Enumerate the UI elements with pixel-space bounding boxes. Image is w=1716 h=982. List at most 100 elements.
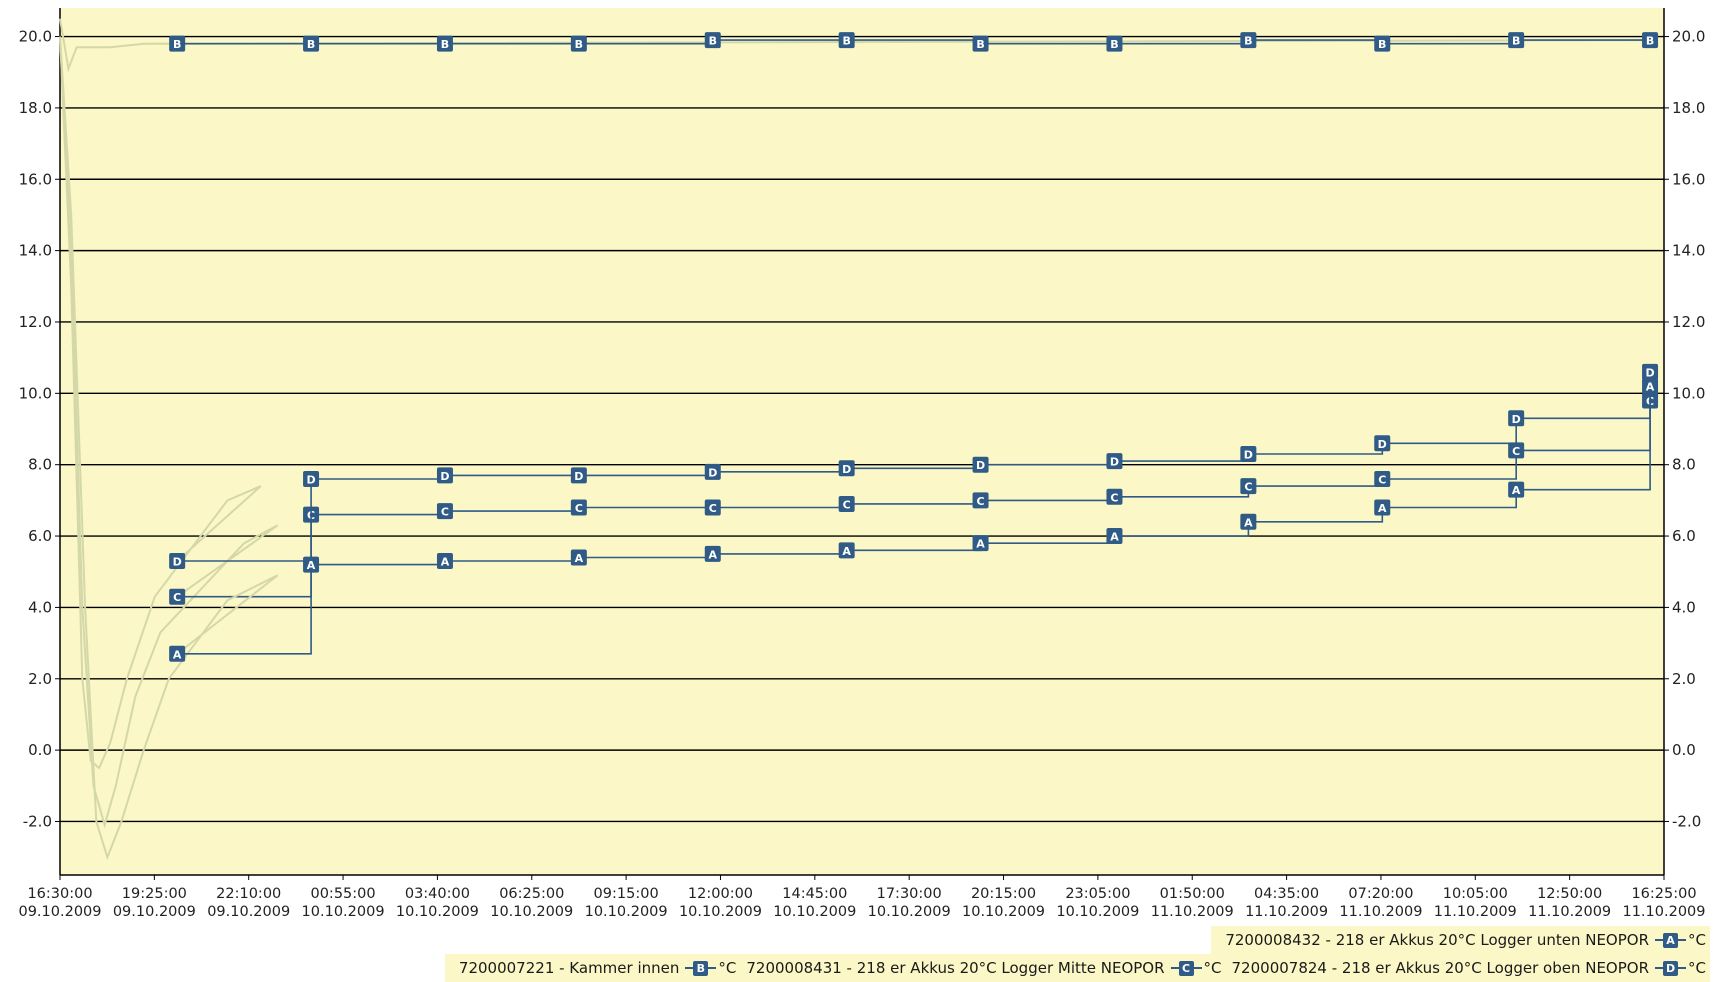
y-tick-label-left: 2.0 — [28, 670, 52, 688]
data-point-a: A — [303, 556, 320, 573]
x-tick-label-date: 11.10.2009 — [1434, 904, 1517, 920]
data-point-c-letter: C — [1244, 481, 1252, 494]
data-point-d: D — [169, 553, 186, 570]
data-point-a-box — [972, 535, 989, 552]
x-tick-label-date: 11.10.2009 — [1151, 904, 1234, 920]
y-tick-label-left: 0.0 — [28, 741, 52, 759]
x-tick-label-time: 12:50:00 — [1537, 886, 1602, 902]
data-point-c: C — [704, 499, 721, 516]
data-point-c-box — [972, 492, 989, 509]
x-tick-label-date: 10.10.2009 — [396, 904, 479, 920]
data-point-c-box — [1240, 478, 1257, 495]
data-point-b-box — [303, 35, 320, 52]
x-tick-label-time: 07:20:00 — [1348, 886, 1413, 902]
x-tick-label-date: 10.10.2009 — [302, 904, 385, 920]
x-tick-label-time: 16:30:00 — [27, 886, 92, 902]
data-point-c-letter: C — [173, 591, 181, 604]
data-point-d-box — [169, 553, 186, 570]
data-point-b-box — [436, 35, 453, 52]
data-point-a-letter: A — [709, 548, 718, 561]
y-tick-label-left: 8.0 — [28, 456, 52, 474]
data-point-a-box — [436, 553, 453, 570]
y-tick-label-right: 10.0 — [1672, 384, 1705, 402]
data-point-a-box — [570, 549, 587, 566]
y-tick-label-left: 10.0 — [19, 384, 52, 402]
legend-label-a: 7200008432 - 218 er Akkus 20°C Logger un… — [1225, 931, 1650, 949]
data-point-b-letter: B — [1512, 35, 1520, 48]
x-tick-label-time: 20:15:00 — [971, 886, 1036, 902]
data-point-b-letter: B — [1646, 35, 1654, 48]
data-point-c-box — [169, 588, 186, 605]
data-point-c-letter: C — [575, 502, 583, 515]
data-point-b: B — [972, 35, 989, 52]
data-point-c: C — [1240, 478, 1257, 495]
data-point-a: A — [1642, 378, 1659, 395]
data-point-d-letter: D — [1645, 366, 1654, 379]
data-point-b: B — [1642, 32, 1659, 49]
data-point-b-box — [704, 32, 721, 49]
data-point-d: D — [303, 470, 320, 487]
legend-marker-a: A — [1655, 932, 1687, 948]
legend-marker-c: C — [1170, 960, 1202, 976]
data-point-a-box — [838, 542, 855, 559]
data-point-b: B — [1508, 32, 1525, 49]
x-tick-label-date: 11.10.2009 — [1528, 904, 1611, 920]
data-point-d-letter: D — [976, 459, 985, 472]
x-tick-label-time: 01:50:00 — [1160, 886, 1225, 902]
chart-svg: -2.0 -2.0 0.0 0.0 2.0 2.0 4.0 4.0 6.0 6.0 8.0 8.0 10… — [18, 8, 1706, 920]
x-tick-label-time: 10:05:00 — [1443, 886, 1508, 902]
data-point-d-letter: D — [1378, 438, 1387, 451]
data-point-d-letter: D — [440, 470, 449, 483]
data-point-d: D — [972, 456, 989, 473]
data-point-c-letter: C — [1378, 473, 1386, 486]
legend-marker-d: D — [1655, 960, 1687, 976]
y-tick-label-right: 2.0 — [1672, 670, 1696, 688]
legend-item-c: 7200008431 - 218 er Akkus 20°C Logger Mi… — [746, 959, 1221, 977]
legend-unit-b: °C — [718, 959, 737, 977]
data-point-b-box — [169, 35, 186, 52]
x-tick-label-date: 11.10.2009 — [1245, 904, 1328, 920]
data-point-a-letter: A — [1512, 484, 1521, 497]
data-point-a-box — [1642, 378, 1659, 395]
x-tick-label-date: 09.10.2009 — [113, 904, 196, 920]
data-point-d-box — [1374, 435, 1391, 452]
data-point-c-letter: C — [1110, 491, 1118, 504]
data-point-b: B — [436, 35, 453, 52]
data-point-d: D — [570, 467, 587, 484]
data-point-c-box — [838, 495, 855, 512]
data-point-c-letter: C — [1512, 445, 1520, 458]
data-point-c: C — [570, 499, 587, 516]
data-point-b: B — [704, 32, 721, 49]
series-line-a-initial — [59, 36, 279, 861]
y-tick-label-left: 6.0 — [28, 527, 52, 545]
data-point-a-box — [169, 645, 186, 662]
data-point-a: A — [169, 645, 186, 662]
legend-row-2: 7200007221 - Kammer innen B °C 720000843… — [444, 954, 1710, 982]
series-line-d-initial — [59, 36, 262, 770]
data-point-a: A — [838, 542, 855, 559]
data-point-b-box — [570, 35, 587, 52]
data-point-b-letter: B — [842, 35, 850, 48]
data-point-c: C — [1374, 470, 1391, 487]
x-tick-label-date: 11.10.2009 — [1622, 904, 1705, 920]
data-point-d: D — [1106, 453, 1123, 470]
y-tick-label-right: 20.0 — [1672, 28, 1705, 46]
data-point-a-letter: A — [441, 556, 450, 569]
data-point-c-letter: C — [843, 498, 851, 511]
data-point-b-box — [1374, 35, 1391, 52]
data-point-d: D — [1374, 435, 1391, 452]
plot-area — [60, 8, 1664, 875]
data-point-c: C — [169, 588, 186, 605]
data-point-d-letter: D — [1512, 413, 1521, 426]
data-point-b: B — [570, 35, 587, 52]
data-point-c-box — [1106, 488, 1123, 505]
data-point-c-box — [570, 499, 587, 516]
x-tick-label-date: 09.10.2009 — [18, 904, 101, 920]
data-point-d-box — [1240, 445, 1257, 462]
data-point-a-letter: A — [1244, 516, 1253, 529]
y-tick-label-left: 12.0 — [19, 313, 52, 331]
series-line-c-initial — [59, 36, 279, 829]
data-point-b: B — [1240, 32, 1257, 49]
data-point-b-letter: B — [307, 38, 315, 51]
